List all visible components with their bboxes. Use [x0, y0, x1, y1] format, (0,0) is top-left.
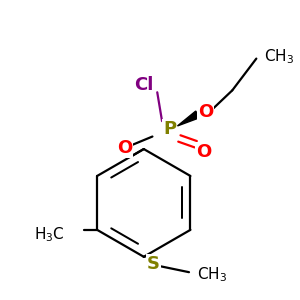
Text: O: O	[117, 139, 132, 157]
Text: H$_3$C: H$_3$C	[34, 225, 65, 244]
Text: CH$_3$: CH$_3$	[197, 266, 227, 284]
Text: O: O	[196, 143, 211, 161]
Polygon shape	[177, 111, 200, 126]
Text: O: O	[198, 103, 213, 121]
Text: S: S	[147, 254, 160, 272]
Text: Cl: Cl	[134, 76, 154, 94]
Text: CH$_3$: CH$_3$	[264, 47, 294, 66]
Text: P: P	[163, 120, 176, 138]
